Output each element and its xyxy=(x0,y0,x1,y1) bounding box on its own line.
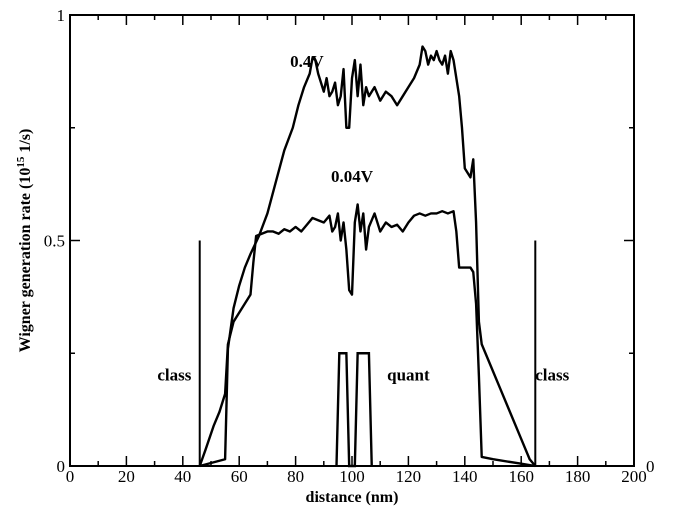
y-axis-label-unit: 1/s) xyxy=(17,129,34,157)
series-label: 0.4V xyxy=(290,52,324,71)
series-line xyxy=(199,45,537,468)
series-line xyxy=(198,203,536,468)
chart-labels: distance (nm) Wigner generation rate (10… xyxy=(15,52,655,506)
series-curves xyxy=(198,45,537,468)
y-tick-label: 1 xyxy=(57,6,66,25)
y-axis-label-exponent: 15 xyxy=(15,156,27,168)
barrier-profile xyxy=(335,352,373,468)
region-label: class xyxy=(157,365,191,384)
x-tick-label: 180 xyxy=(565,467,591,486)
y-axis-label: Wigner generation rate (1015 1/s) xyxy=(15,129,34,353)
x-tick-label: 40 xyxy=(174,467,191,486)
right-axis-zero-label: 0 xyxy=(646,457,655,476)
y-axis-label-base: Wigner generation rate (10 xyxy=(17,168,34,353)
x-tick-label: 0 xyxy=(66,467,75,486)
axis-ticks: 0 20 40 60 80 100 120 140 160 180 200 0 0.5 1 xyxy=(44,6,647,486)
region-dividers xyxy=(198,240,537,466)
region-label: class xyxy=(535,365,569,384)
x-tick-label: 80 xyxy=(287,467,304,486)
x-tick-label: 120 xyxy=(396,467,422,486)
x-tick-label: 140 xyxy=(452,467,478,486)
x-tick-label: 100 xyxy=(339,467,365,486)
y-tick-label: 0.5 xyxy=(44,232,65,251)
series-label: 0.04V xyxy=(331,167,374,186)
region-label: quant xyxy=(387,365,430,384)
x-tick-label: 20 xyxy=(118,467,135,486)
barrier-line xyxy=(335,352,373,468)
x-tick-label: 160 xyxy=(508,467,534,486)
x-axis-label: distance (nm) xyxy=(306,489,399,506)
x-tick-label: 200 xyxy=(621,467,647,486)
x-tick-label: 60 xyxy=(231,467,248,486)
y-tick-label: 0 xyxy=(57,457,66,476)
